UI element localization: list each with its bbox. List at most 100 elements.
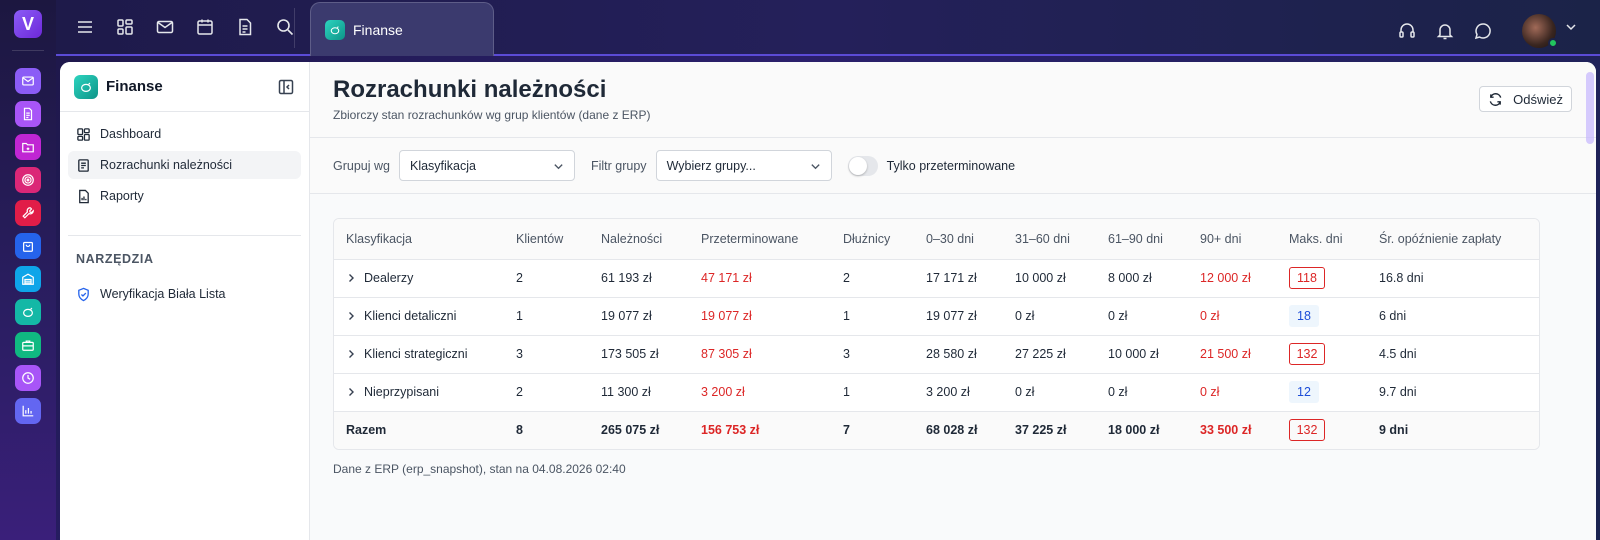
rail-app-mail[interactable]	[15, 68, 41, 94]
column-header[interactable]: Śr. opóźnienie zapłaty	[1367, 219, 1539, 260]
table-row[interactable]: Nieprzypisani 2 11 300 zł 3 200 zł 1 3 200 zł…	[334, 373, 1539, 412]
group-filter-select[interactable]: Wybierz grupy...	[655, 150, 832, 181]
table-cell-overdue: 47 171 zł	[689, 259, 831, 298]
receivables-table: Klasyfikacja Klientów Należności Przetermin…	[333, 218, 1540, 450]
sidebar-item-dashboard[interactable]: Dashboard	[68, 120, 301, 148]
table-cell-overdue: 3 200 zł	[689, 373, 831, 412]
column-header[interactable]: Klientów	[504, 219, 589, 260]
chevron-right-icon[interactable]	[346, 310, 358, 324]
bell-icon[interactable]	[1434, 20, 1456, 42]
table-cell-d90: 12 000 zł	[1188, 259, 1277, 298]
group-name: Klienci strategiczni	[364, 346, 468, 361]
table-cell-d61_90: 8 000 zł	[1096, 259, 1188, 298]
top-bar: Finanse	[56, 0, 1600, 56]
chevron-right-icon[interactable]	[346, 348, 358, 362]
table-cell-debtors: 2	[831, 259, 914, 298]
column-header[interactable]: 31–60 dni	[1003, 219, 1096, 260]
piggy-bank-icon	[74, 74, 98, 99]
max-days-cell: 132	[1277, 335, 1367, 374]
group-name-cell[interactable]: Dealerzy	[334, 259, 504, 298]
menu-icon[interactable]	[74, 16, 96, 38]
online-status-dot	[1548, 38, 1558, 48]
table-row[interactable]: Dealerzy 2 61 193 zł 47 171 zł 2 17 171 zł 10 …	[334, 259, 1539, 298]
column-header[interactable]: Maks. dni	[1277, 219, 1367, 260]
max-days-badge: 18	[1289, 305, 1319, 327]
rail-app-briefcase[interactable]	[15, 332, 41, 358]
table-total-row: Razem 8 265 075 zł 156 753 zł 7 68 028 zł 37 2…	[334, 411, 1539, 449]
table-row[interactable]: Klienci detaliczni 1 19 077 zł 19 077 zł 1 19…	[334, 297, 1539, 336]
column-header[interactable]: Przeterminowane	[689, 219, 831, 260]
refresh-label: Odśwież	[1513, 91, 1563, 107]
warehouse-icon	[22, 273, 34, 285]
mail-icon[interactable]	[154, 16, 176, 38]
topbar-divider	[294, 8, 295, 48]
total-cell-d31_60: 37 225 zł	[1003, 411, 1096, 449]
chat-icon[interactable]	[1472, 20, 1494, 42]
table-header-row: Klasyfikacja Klientów Należności Przetermin…	[334, 219, 1539, 260]
dashboard-icon	[77, 127, 90, 141]
main-panel: Finanse Dashboard Rozrachunki należności…	[60, 62, 1596, 540]
column-header[interactable]: Należności	[589, 219, 689, 260]
table-cell-avg-delay: 4.5 dni	[1367, 335, 1539, 374]
group-name: Klienci detaliczni	[364, 308, 457, 323]
chevron-right-icon[interactable]	[346, 272, 358, 286]
sidebar-item-rozrachunki[interactable]: Rozrachunki należności	[68, 151, 301, 179]
rail-app-piggy-bank[interactable]	[15, 299, 41, 325]
apps-grid-icon[interactable]	[114, 16, 136, 38]
sidebar-item-weryfikacja[interactable]: Weryfikacja Biała Lista	[68, 280, 301, 308]
app-logo[interactable]: V	[14, 10, 42, 38]
calendar-icon[interactable]	[194, 16, 216, 38]
document-icon[interactable]	[234, 16, 256, 38]
overdue-only-toggle[interactable]	[847, 155, 878, 176]
table-cell-debtors: 3	[831, 335, 914, 374]
sidebar-item-label: Raporty	[100, 189, 144, 203]
column-header[interactable]: 90+ dni	[1188, 219, 1277, 260]
rail-app-wrench[interactable]	[15, 200, 41, 226]
table-row[interactable]: Klienci strategiczni 3 173 505 zł 87 305 zł…	[334, 335, 1539, 374]
group-name-cell[interactable]: Klienci strategiczni	[334, 335, 504, 374]
chevron-down-icon[interactable]	[1564, 20, 1578, 39]
group-name-cell[interactable]: Nieprzypisani	[334, 373, 504, 412]
sidebar-item-raporty[interactable]: Raporty	[68, 182, 301, 210]
table-cell-d0_30: 28 580 zł	[914, 335, 1003, 374]
rail-app-folder[interactable]	[15, 134, 41, 160]
max-days-badge: 12	[1289, 381, 1319, 403]
table-cell-clients: 1	[504, 297, 589, 336]
rail-app-shopping-bag[interactable]	[15, 233, 41, 259]
total-cell-avg-delay: 9 dni	[1367, 411, 1539, 449]
tab-finanse[interactable]: Finanse	[310, 2, 494, 56]
document-icon	[23, 107, 33, 121]
total-cell-receivables: 265 075 zł	[589, 411, 689, 449]
collapse-sidebar-icon[interactable]	[277, 78, 295, 96]
group-by-label: Grupuj wg	[333, 158, 390, 173]
page-title: Rozrachunki należności	[333, 76, 607, 103]
rail-app-warehouse[interactable]	[15, 266, 41, 292]
search-icon[interactable]	[274, 16, 296, 38]
rail-app-bar-chart[interactable]	[15, 398, 41, 424]
total-cell-d61_90: 18 000 zł	[1096, 411, 1188, 449]
rail-app-document[interactable]	[15, 101, 41, 127]
clock-icon	[22, 372, 34, 384]
column-header[interactable]: Klasyfikacja	[334, 219, 504, 260]
group-by-select[interactable]: Klasyfikacja	[398, 150, 575, 181]
piggy-bank-icon	[23, 307, 33, 317]
column-header[interactable]: 61–90 dni	[1096, 219, 1188, 260]
page-subtitle: Zbiorczy stan rozrachunków wg grup klien…	[333, 108, 651, 122]
table-cell-overdue: 87 305 zł	[689, 335, 831, 374]
shopping-bag-icon	[23, 241, 33, 252]
column-header[interactable]: Dłużnicy	[831, 219, 914, 260]
rail-app-clock[interactable]	[15, 365, 41, 391]
sidebar-section-title: NARZĘDZIA	[76, 252, 154, 266]
table-cell-clients: 2	[504, 373, 589, 412]
column-header[interactable]: 0–30 dni	[914, 219, 1003, 260]
rail-app-target[interactable]	[15, 167, 41, 193]
scrollbar[interactable]	[1586, 72, 1594, 144]
total-cell-d90: 33 500 zł	[1188, 411, 1277, 449]
headset-icon[interactable]	[1396, 20, 1418, 42]
avatar[interactable]	[1522, 14, 1558, 48]
group-name-cell[interactable]: Klienci detaliczni	[334, 297, 504, 336]
max-days-badge: 132	[1289, 343, 1325, 365]
sidebar-item-label: Dashboard	[100, 127, 162, 141]
chevron-right-icon[interactable]	[346, 386, 358, 400]
refresh-button[interactable]: Odśwież	[1479, 86, 1572, 112]
